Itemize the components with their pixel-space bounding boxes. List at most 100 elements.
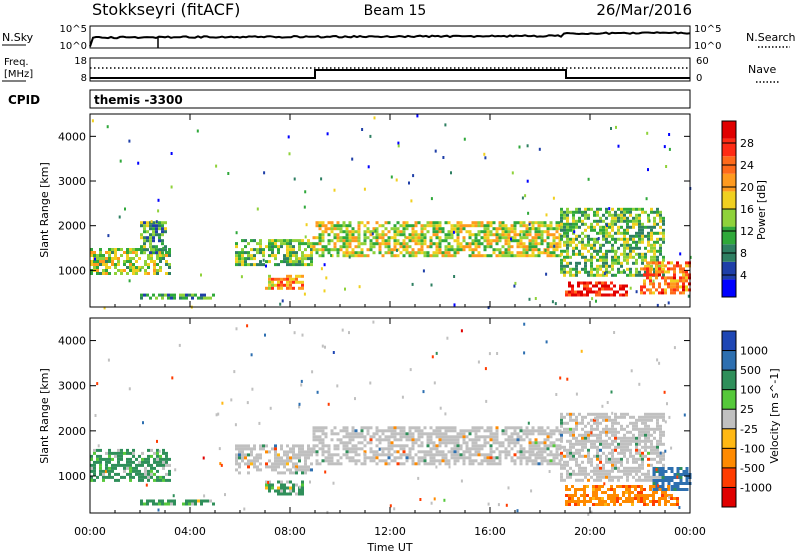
rti-cell [537, 462, 541, 466]
rti-cell [558, 233, 562, 237]
rti-cell [480, 426, 484, 430]
rti-cell [601, 293, 604, 297]
rti-cell [608, 210, 611, 214]
rti-cell [626, 466, 629, 470]
rti-cell [480, 224, 484, 228]
rti-cell [667, 476, 671, 479]
rti-cell [279, 302, 282, 306]
rti-cell [483, 456, 487, 460]
rti-cell [519, 450, 523, 454]
rti-cell [641, 466, 644, 470]
rti-cell [584, 270, 587, 274]
rti-cell [628, 491, 631, 494]
rti-cell [256, 251, 259, 255]
rti-cell [411, 282, 414, 286]
rti-cell [653, 219, 656, 223]
rti-cell [378, 429, 382, 433]
rti-cell [402, 227, 406, 231]
rti-cell [138, 454, 141, 458]
rti-cell [253, 254, 256, 258]
rti-cell [519, 230, 523, 234]
rti-cell [333, 432, 337, 436]
rti-cell [153, 478, 156, 482]
rti-cell [572, 433, 575, 437]
rti-cell [555, 450, 559, 454]
rti-cell [574, 491, 577, 494]
rti-cell [572, 469, 575, 473]
rti-cell [587, 430, 590, 434]
rti-cell [221, 401, 224, 405]
rti-cell [566, 255, 569, 259]
rti-cell [289, 277, 292, 281]
rti-cell [132, 475, 135, 479]
rti-cell [438, 462, 442, 466]
rti-cell [641, 222, 644, 226]
rti-cell [638, 216, 641, 220]
rti-cell [610, 281, 613, 285]
rti-cell [310, 468, 313, 472]
rti-cell [580, 349, 583, 353]
rti-cell [605, 225, 608, 229]
rti-cell [569, 433, 572, 437]
rti-cell [581, 267, 584, 271]
rti-cell [682, 470, 686, 473]
rti-cell [664, 420, 667, 424]
rti-cell [662, 258, 665, 262]
rti-cell [124, 207, 126, 211]
rti-cell [247, 459, 250, 463]
rti-cell [393, 245, 397, 249]
rti-cell [477, 462, 481, 466]
rti-cell [387, 242, 391, 246]
rti-cell [286, 274, 289, 278]
rti-cell [304, 459, 307, 463]
rti-cell [318, 254, 322, 258]
rti-cell [525, 227, 529, 231]
rti-cell [501, 224, 505, 228]
rti-cell [540, 426, 544, 430]
rti-cell [289, 283, 292, 287]
rti-cell [474, 242, 478, 246]
rti-cell [646, 261, 649, 265]
rti-cell [274, 242, 277, 246]
rti-cell [543, 456, 547, 460]
rti-cell [531, 453, 535, 457]
rti-cell [653, 231, 656, 235]
rti-cell [614, 427, 617, 431]
rti-cell [560, 237, 563, 241]
rti-cell [259, 251, 262, 255]
rti-cell [572, 237, 575, 241]
rti-cell [650, 463, 653, 467]
rti-cell [438, 227, 442, 231]
rti-cell [321, 233, 325, 237]
rti-cell [566, 421, 569, 425]
rti-cell [402, 224, 406, 228]
rti-cell [459, 242, 463, 246]
rti-cell [641, 460, 644, 464]
rti-cell [641, 451, 644, 455]
rti-cell [330, 453, 334, 457]
rti-cell [572, 240, 575, 244]
rti-cell [641, 225, 644, 229]
rti-cell [599, 457, 602, 461]
rti-cell [552, 227, 556, 231]
rti-cell [114, 251, 117, 254]
rti-cell [456, 435, 460, 439]
rti-cell [602, 231, 605, 235]
rti-cell [390, 432, 394, 436]
rti-cell [447, 230, 451, 234]
rti-cell [635, 231, 638, 235]
rti-cell [141, 457, 144, 461]
rti-cell [304, 462, 307, 466]
rti-cell [513, 438, 517, 442]
rti-cell [528, 447, 532, 451]
rti-cell [641, 427, 644, 431]
rti-cell [399, 432, 403, 436]
rti-cell [513, 224, 517, 228]
rti-cell [540, 429, 544, 433]
rti-cell [581, 445, 584, 449]
rti-cell [286, 254, 289, 258]
rti-cell [159, 269, 162, 272]
rti-cell [635, 448, 638, 452]
rti-cell [480, 444, 484, 448]
rti-cell [345, 456, 349, 460]
